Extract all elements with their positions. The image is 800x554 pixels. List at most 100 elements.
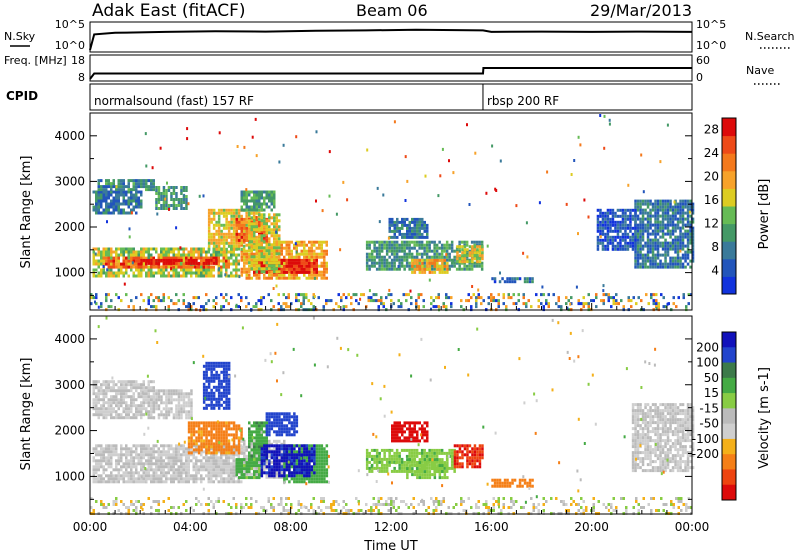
heatmap-cell: [142, 444, 145, 448]
heatmap-cell: [405, 240, 409, 244]
heatmap-cell: [676, 250, 680, 254]
heatmap-cell: [210, 465, 213, 469]
heatmap-cell: [666, 211, 670, 215]
heatmap-cell: [117, 185, 120, 189]
heatmap-cell: [263, 222, 266, 226]
heatmap-cell: [205, 453, 208, 457]
heatmap-cell: [190, 451, 193, 455]
heatmap-cell: [225, 459, 228, 463]
heatmap-cell: [689, 229, 692, 233]
heatmap-cell: [177, 471, 180, 475]
heatmap-cell: [403, 267, 406, 271]
heatmap-cell: [97, 459, 100, 463]
heatmap-cell: [112, 444, 115, 448]
heatmap-cell: [232, 211, 236, 215]
heatmap-cell: [575, 285, 578, 289]
heatmap-cell: [413, 240, 416, 244]
heatmap-cell: [215, 253, 218, 257]
heatmap-cell: [606, 220, 610, 224]
heatmap-cell: [220, 232, 223, 236]
heatmap-cell: [145, 471, 148, 475]
heatmap-cell: [639, 250, 642, 254]
heatmap-cell: [676, 247, 680, 251]
heatmap-cell: [243, 190, 246, 194]
heatmap-cell: [232, 208, 236, 212]
heatmap-cell: [624, 247, 627, 251]
heatmap-cell: [526, 277, 529, 281]
heatmap-cell: [230, 244, 233, 248]
heatmap-cell: [268, 216, 271, 220]
heatmap-cell: [687, 302, 690, 306]
heatmap-cell: [160, 204, 163, 207]
heatmap-cell: [102, 262, 105, 266]
heatmap-cell: [202, 247, 205, 251]
heatmap-cell: [657, 302, 660, 306]
heatmap-cell: [260, 249, 263, 253]
heatmap-cell: [428, 270, 432, 274]
heatmap-cell: [182, 450, 185, 454]
heatmap-cell: [112, 450, 115, 454]
heatmap-cell: [393, 235, 396, 239]
heatmap-cell: [125, 459, 128, 463]
heatmap-cell: [681, 232, 685, 236]
heatmap-cell: [255, 261, 258, 265]
heatmap-cell: [258, 220, 261, 224]
heatmap-cell: [368, 252, 371, 256]
heatmap-cell: [508, 280, 512, 284]
heatmap-cell: [95, 262, 98, 266]
heatmap-cell: [107, 462, 110, 466]
heatmap-cell: [641, 256, 645, 260]
heatmap-cell: [260, 264, 263, 268]
heatmap-cell: [125, 480, 128, 484]
heatmap-cell: [400, 261, 404, 265]
heatmap-cell: [105, 202, 108, 206]
heatmap-cell: [370, 240, 374, 244]
heatmap-cell: [328, 194, 331, 198]
heatmap-cell: [495, 189, 498, 192]
heatmap-cell: [661, 217, 665, 221]
heatmap-cell: [235, 211, 238, 215]
heatmap-cell: [305, 276, 308, 280]
heatmap-cell: [285, 240, 288, 244]
heatmap-cell: [127, 182, 130, 186]
heatmap-cell: [373, 258, 376, 262]
heatmap-cell: [295, 293, 298, 297]
heatmap-cell: [606, 241, 610, 245]
heatmap-cell: [365, 240, 369, 244]
heatmap-cell: [215, 477, 218, 481]
heatmap-cell: [435, 246, 439, 250]
heatmap-cell: [666, 123, 669, 127]
heatmap-cell: [192, 433, 196, 437]
heatmap-cell: [676, 253, 680, 257]
heatmap-cell: [639, 265, 642, 269]
heatmap-cell: [253, 219, 256, 223]
heatmap-cell: [160, 459, 163, 463]
heatmap-cell: [421, 220, 424, 224]
heatmap-cell: [410, 240, 414, 244]
heatmap-cell: [248, 213, 251, 217]
heatmap-cell: [522, 293, 525, 297]
heatmap-cell: [243, 448, 246, 452]
heatmap-cell: [507, 296, 510, 300]
heatmap-cell: [595, 293, 598, 297]
heatmap-cell: [355, 293, 358, 297]
heatmap-cell: [450, 246, 454, 250]
heatmap-cell: [105, 193, 108, 197]
heatmap-cell: [325, 270, 328, 274]
heatmap-cell: [240, 258, 243, 262]
heatmap-cell: [378, 249, 381, 253]
heatmap-cell: [127, 256, 130, 260]
heatmap-cell: [365, 264, 369, 268]
heatmap-cell: [599, 223, 602, 227]
heatmap-cell: [659, 244, 662, 248]
heatmap-cell: [293, 444, 296, 448]
heatmap-cell: [315, 276, 318, 280]
heatmap-cell: [240, 232, 243, 236]
heatmap-cell: [664, 250, 667, 254]
heatmap-cell: [235, 427, 238, 431]
heatmap-cell: [137, 262, 140, 266]
heatmap-cell: [220, 465, 223, 469]
heatmap-cell: [428, 261, 432, 265]
heatmap-cell: [100, 450, 103, 454]
heatmap-cell: [195, 296, 198, 300]
